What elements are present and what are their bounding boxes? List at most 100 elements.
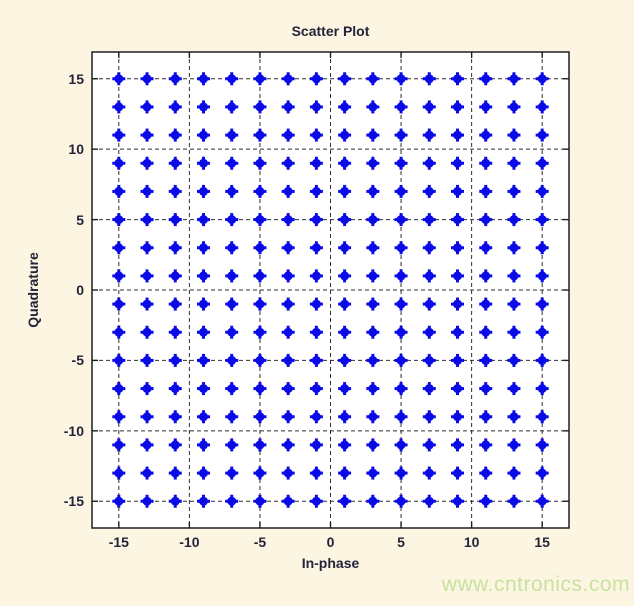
constellation-point [112, 494, 126, 508]
constellation-point [309, 325, 323, 339]
constellation-point [451, 241, 465, 255]
x-tick-label: -15 [108, 534, 129, 550]
constellation-point [422, 269, 436, 283]
constellation-point [394, 213, 408, 227]
constellation-point [281, 438, 295, 452]
constellation-point [140, 128, 154, 142]
constellation-point [451, 466, 465, 480]
constellation-point [140, 269, 154, 283]
constellation-point [225, 241, 239, 255]
constellation-point [196, 438, 210, 452]
constellation-point [253, 184, 267, 198]
constellation-point [366, 128, 380, 142]
x-tick-label: 10 [463, 534, 480, 550]
constellation-point [168, 213, 182, 227]
constellation-point [422, 494, 436, 508]
constellation-point [309, 128, 323, 142]
constellation-point [112, 100, 126, 114]
constellation-point [366, 100, 380, 114]
constellation-point [281, 269, 295, 283]
constellation-point [479, 466, 493, 480]
constellation-point [338, 72, 352, 86]
constellation-point [253, 297, 267, 311]
constellation-point [338, 156, 352, 170]
constellation-point [253, 156, 267, 170]
constellation-point [309, 353, 323, 367]
constellation-point [281, 494, 295, 508]
constellation-point [479, 410, 493, 424]
y-tick-label: -10 [63, 422, 84, 439]
constellation-point [196, 72, 210, 86]
constellation-point [309, 184, 323, 198]
constellation-point [535, 213, 549, 227]
constellation-point [281, 156, 295, 170]
constellation-point [507, 494, 521, 508]
constellation-point [451, 184, 465, 198]
constellation-point [535, 325, 549, 339]
constellation-point [253, 382, 267, 396]
constellation-point [225, 72, 239, 86]
constellation-point [281, 184, 295, 198]
constellation-point [168, 128, 182, 142]
constellation-point [479, 297, 493, 311]
constellation-point [535, 269, 549, 283]
constellation-point [422, 241, 436, 255]
constellation-point [196, 353, 210, 367]
constellation-point [451, 410, 465, 424]
watermark: www.cntronics.com [441, 573, 630, 596]
constellation-point [309, 297, 323, 311]
y-tick-label: -15 [63, 493, 84, 510]
constellation-point [112, 353, 126, 367]
constellation-point [507, 269, 521, 283]
constellation-point [112, 297, 126, 311]
x-tick-label: 5 [397, 534, 405, 550]
y-axis-label: Quadrature [25, 252, 41, 328]
constellation-point [422, 438, 436, 452]
constellation-point [507, 438, 521, 452]
constellation-point [225, 382, 239, 396]
constellation-point [535, 438, 549, 452]
constellation-point [422, 410, 436, 424]
constellation-point [479, 184, 493, 198]
x-tick-label: -5 [253, 534, 267, 550]
constellation-point [451, 156, 465, 170]
constellation-point [366, 213, 380, 227]
constellation-point [281, 128, 295, 142]
constellation-point [253, 72, 267, 86]
constellation-point [225, 184, 239, 198]
constellation-point [112, 382, 126, 396]
constellation-point [535, 156, 549, 170]
y-tick-label: 0 [76, 282, 84, 298]
constellation-point [338, 494, 352, 508]
constellation-point [309, 156, 323, 170]
constellation-point [309, 72, 323, 86]
constellation-point [140, 100, 154, 114]
constellation-point [338, 100, 352, 114]
constellation-point [394, 353, 408, 367]
constellation-point [140, 72, 154, 86]
constellation-point [422, 382, 436, 396]
constellation-point [535, 184, 549, 198]
constellation-point [366, 72, 380, 86]
constellation-point [140, 353, 154, 367]
constellation-point [253, 325, 267, 339]
constellation-point [281, 100, 295, 114]
constellation-point [394, 100, 408, 114]
constellation-point [196, 213, 210, 227]
constellation-point [394, 325, 408, 339]
constellation-point [451, 128, 465, 142]
constellation-point [394, 438, 408, 452]
constellation-point [281, 241, 295, 255]
constellation-point [422, 72, 436, 86]
constellation-point [507, 128, 521, 142]
constellation-point [253, 438, 267, 452]
constellation-point [196, 100, 210, 114]
constellation-point [479, 269, 493, 283]
y-tick-label: 10 [68, 141, 84, 158]
constellation-point [535, 297, 549, 311]
constellation-point [140, 241, 154, 255]
constellation-point [253, 353, 267, 367]
constellation-point [168, 410, 182, 424]
constellation-point [366, 297, 380, 311]
